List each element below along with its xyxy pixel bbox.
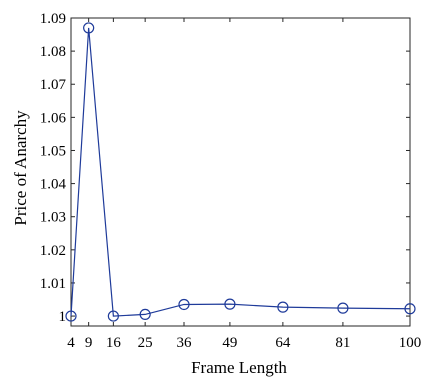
x-tick-label: 100 [399,335,422,351]
x-tick-label: 4 [67,335,75,351]
x-tick-label: 9 [85,335,93,351]
y-tick-label: 1 [59,309,67,325]
y-axis-label: Price of Anarchy [11,110,30,226]
y-tick-label: 1.06 [40,110,67,126]
x-tick-label: 64 [275,335,291,351]
x-tick-label: 49 [222,335,237,351]
data-point [178,298,190,311]
data-point [224,298,236,310]
x-tick-label: 36 [177,335,193,351]
data-point [337,302,349,314]
data-point [277,301,289,313]
y-tick-label: 1.07 [40,77,67,93]
series-line [70,27,411,317]
plot-area: 11.011.021.031.041.051.061.071.081.094 9 1… [40,11,422,351]
y-tick-label: 1.09 [40,11,66,27]
data-point [83,22,95,34]
data-point [139,308,151,321]
x-tick-label: 16 [106,335,122,351]
y-tick-label: 1.02 [40,243,66,259]
y-tick-label: 1.05 [40,143,66,159]
data-point [65,310,77,322]
x-axis-label: Frame Length [191,358,287,377]
data-point [404,303,416,315]
data-point [107,310,119,322]
y-tick-label: 1.01 [40,276,66,292]
x-tick-label: 81 [335,335,350,351]
y-tick-label: 1.03 [40,210,66,226]
y-tick-label: 1.08 [40,44,66,60]
x-tick-label: 25 [138,335,153,351]
axes-box [70,17,411,327]
y-tick-label: 1.04 [40,177,67,193]
